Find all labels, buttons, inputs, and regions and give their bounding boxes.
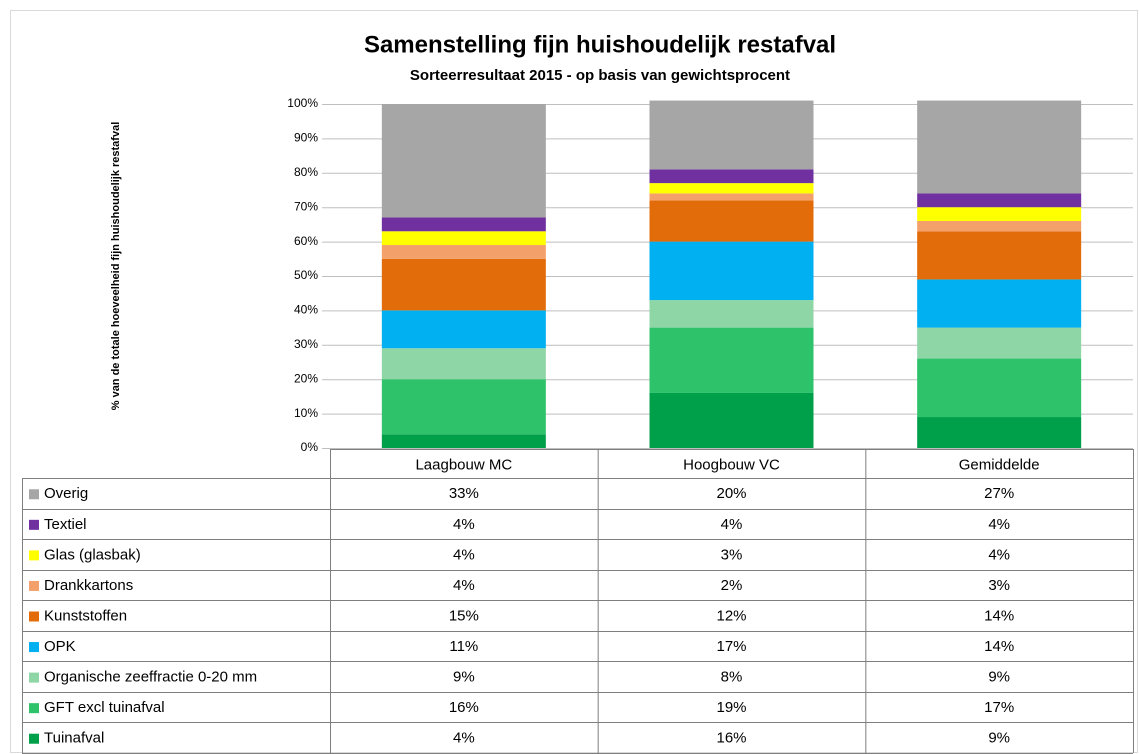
legend-swatch (29, 580, 39, 591)
value-label: 4% (453, 546, 475, 563)
value-label: 12% (716, 607, 746, 624)
legend-label: Drankkartons (44, 577, 133, 594)
y-tick-label: 30% (294, 337, 318, 351)
bar-segment (917, 100, 1082, 194)
bar-segment (381, 310, 546, 349)
y-tick-label: 90% (294, 131, 318, 145)
bar-segment (649, 200, 814, 242)
bar-segment (649, 300, 814, 328)
bar-segment (649, 193, 814, 201)
bar-segment (649, 327, 814, 393)
value-label: 4% (453, 577, 475, 594)
bar-segment (917, 207, 1082, 221)
legend-label: Glas (glasbak) (44, 546, 141, 563)
value-label: 33% (449, 485, 479, 502)
bar-segment (381, 104, 546, 218)
bar-segment (917, 279, 1082, 328)
bar-segment (917, 417, 1082, 448)
value-label: 2% (721, 577, 743, 594)
legend-label: OPK (44, 638, 76, 655)
legend-label: Organische zeeffractie 0-20 mm (44, 669, 257, 686)
legend-swatch (29, 489, 39, 500)
value-label: 27% (984, 485, 1014, 502)
bar-segment (917, 358, 1082, 418)
value-label: 4% (721, 516, 743, 533)
bar-segment (381, 245, 546, 259)
y-axis-title: % van de totale hoeveelheid fijn huishou… (110, 122, 122, 411)
value-label: 8% (721, 669, 743, 686)
bar-segment (381, 348, 546, 380)
legend-swatch (29, 642, 39, 653)
bar-segment (381, 258, 546, 311)
y-tick-label: 80% (294, 165, 318, 179)
value-label: 16% (716, 730, 746, 747)
value-label: 20% (716, 485, 746, 502)
chart-subtitle: Sorteerresultaat 2015 - op basis van gew… (410, 67, 790, 84)
value-label: 4% (988, 546, 1010, 563)
legend-label: Kunststoffen (44, 607, 127, 624)
value-label: 4% (453, 730, 475, 747)
value-label: 9% (453, 669, 475, 686)
bar-segment (917, 327, 1082, 359)
bar-segment (917, 231, 1082, 280)
value-label: 15% (449, 607, 479, 624)
value-label: 9% (988, 730, 1010, 747)
y-tick-label: 10% (294, 406, 318, 420)
legend-swatch (29, 703, 39, 714)
bar-segment (649, 392, 814, 448)
chart-title: Samenstelling fijn huishoudelijk restafv… (364, 31, 836, 58)
y-tick-label: 40% (294, 303, 318, 317)
category-label: Laagbouw MC (415, 456, 512, 473)
bar-segment (381, 434, 546, 448)
bar-segment (917, 193, 1082, 208)
legend-label: GFT excl tuinafval (44, 699, 165, 716)
legend-label: Textiel (44, 516, 87, 533)
value-label: 3% (988, 577, 1010, 594)
value-label: 17% (716, 638, 746, 655)
bar-segment (917, 220, 1082, 232)
value-label: 19% (716, 699, 746, 716)
bar-segment (649, 241, 814, 301)
value-label: 9% (988, 669, 1010, 686)
category-label: Gemiddelde (959, 456, 1040, 473)
bar-segment (381, 217, 546, 232)
legend-label: Tuinafval (44, 730, 104, 747)
legend-swatch (29, 519, 39, 530)
value-label: 11% (449, 638, 478, 655)
legend-label: Overig (44, 485, 88, 502)
y-tick-label: 60% (294, 234, 318, 248)
bar-segment (649, 183, 814, 194)
value-label: 16% (449, 699, 479, 716)
value-label: 4% (988, 516, 1010, 533)
legend-swatch (29, 672, 39, 683)
bar-segment (381, 379, 546, 435)
legend-swatch (29, 611, 39, 622)
bar-segment (649, 169, 814, 184)
legend-swatch (29, 733, 39, 744)
category-label: Hoogbouw VC (683, 456, 780, 473)
bar-segment (649, 100, 814, 170)
y-tick-label: 100% (287, 96, 318, 110)
value-label: 3% (721, 546, 743, 563)
y-tick-label: 0% (301, 440, 319, 454)
y-tick-label: 50% (294, 268, 318, 282)
value-label: 14% (984, 638, 1014, 655)
bar-segment (381, 231, 546, 246)
y-tick-label: 20% (294, 371, 318, 385)
legend-swatch (29, 550, 39, 561)
y-tick-label: 70% (294, 199, 318, 213)
value-label: 14% (984, 607, 1014, 624)
value-label: 4% (453, 516, 475, 533)
value-label: 17% (984, 699, 1014, 716)
